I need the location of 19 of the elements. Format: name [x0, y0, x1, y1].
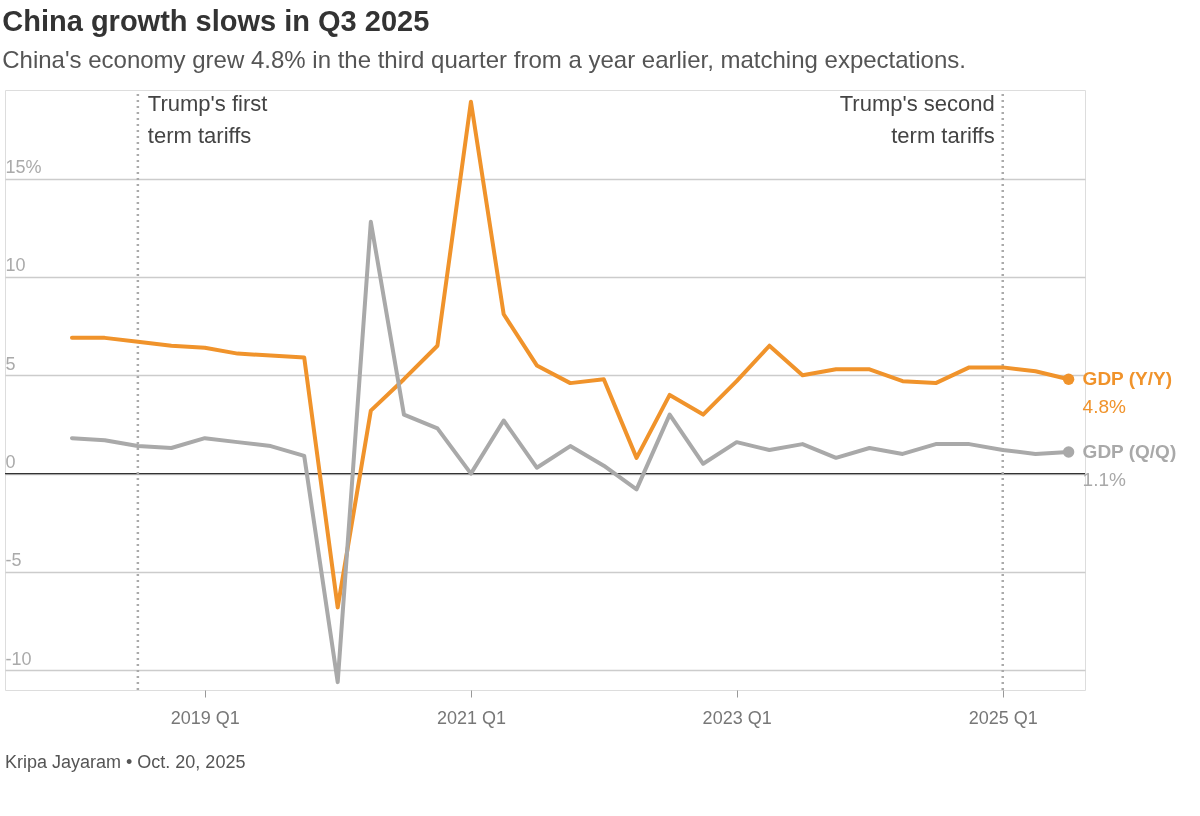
series-label: GDP (Q/Q)	[1082, 440, 1177, 462]
y-tick-label: 10	[5, 255, 26, 276]
data-label: 4.8%	[1082, 396, 1127, 418]
y-tick-label: 15%	[5, 157, 42, 178]
text: Kripa Jayaram • Oct. 20, 2025	[5, 752, 246, 772]
y-tick-label: 0	[5, 452, 16, 473]
x-tick-label: 2023 Q1	[702, 707, 772, 728]
y-tick-label: -5	[5, 550, 22, 571]
ref-line-label: Trump's second term tariffs	[839, 91, 995, 148]
x-tick-label: 2019 Q1	[170, 707, 240, 728]
y-tick-label: -10	[5, 648, 32, 669]
x-tick-label: 2021 Q1	[436, 707, 506, 728]
data-label: 1.1%	[1082, 468, 1127, 490]
series-label: GDP (Y/Y)	[1082, 368, 1173, 390]
ref-line-label: Trump's first term tariffs	[147, 91, 268, 148]
chart-title: China growth slows in Q3 2025	[2, 5, 430, 38]
y-tick-label: 5	[5, 353, 16, 374]
x-tick-label: 2025 Q1	[968, 707, 1038, 728]
chart-subtitle: China's economy grew 4.8% in the third quarter from a year earlier, matching expectations.	[2, 46, 966, 74]
